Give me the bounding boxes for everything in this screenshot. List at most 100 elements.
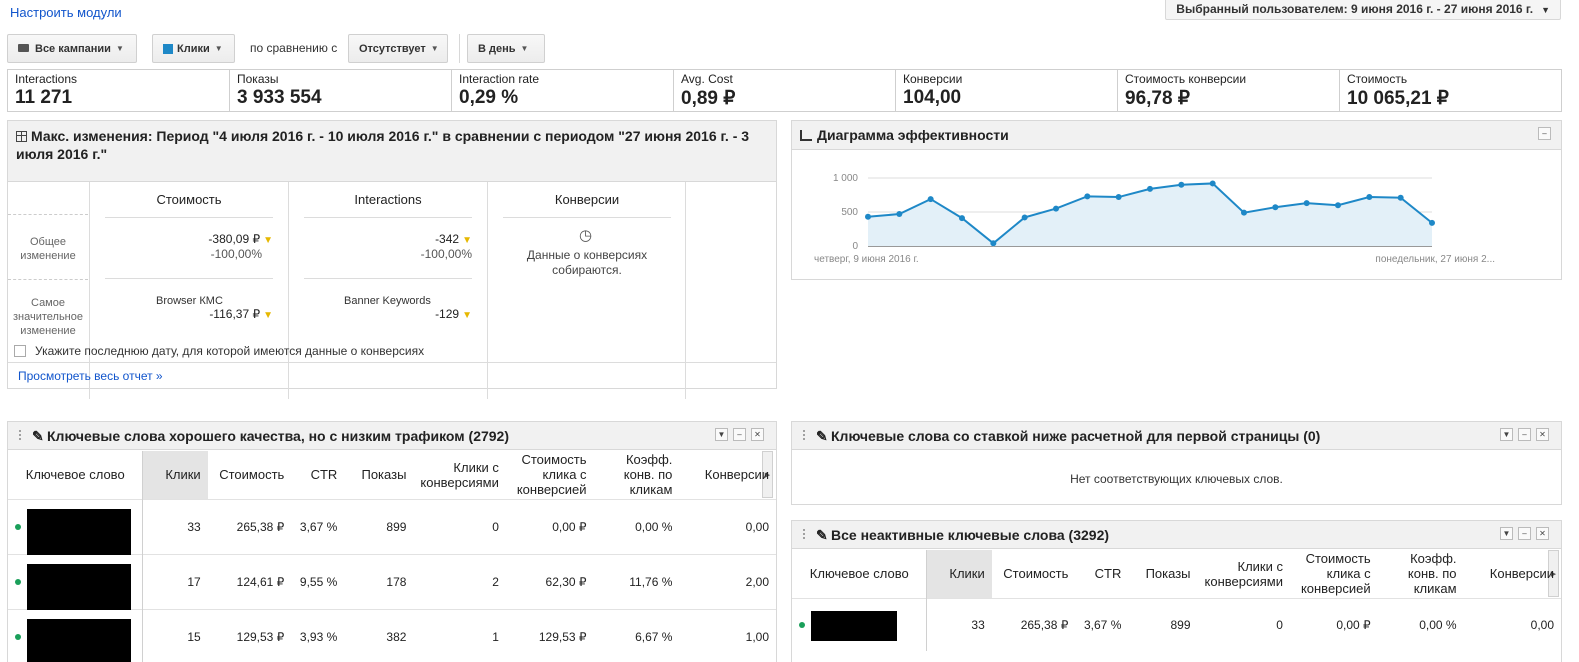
data-point	[1021, 214, 1028, 221]
keyword-cell[interactable]	[8, 608, 144, 662]
campaigns-filter-button[interactable]: Все кампании ▼	[7, 34, 137, 63]
metric-impressions[interactable]: Показы 3 933 554	[230, 70, 452, 111]
y-tick-label: 1 000	[833, 173, 858, 184]
column-header[interactable]: Показы	[1145, 566, 1191, 582]
column-header[interactable]: Стоимость	[219, 467, 285, 483]
column-header[interactable]: Ключевое слово	[8, 451, 144, 499]
table-cell: 0	[413, 498, 506, 554]
minimize-button[interactable]: –	[1538, 127, 1551, 140]
divider	[503, 217, 671, 218]
minimize-button[interactable]: –	[733, 428, 746, 441]
keyword-cell[interactable]	[8, 553, 144, 610]
divider	[8, 279, 88, 280]
column-header[interactable]: CTR	[310, 467, 338, 483]
close-button[interactable]: ✕	[1536, 428, 1549, 441]
scroll-right-icon[interactable]: ▶	[1548, 550, 1559, 597]
drag-handle[interactable]	[802, 528, 806, 540]
conversion-date-checkbox[interactable]	[14, 345, 26, 357]
column-header[interactable]: Стоимость клика с конверсией	[516, 452, 587, 498]
no-keywords-message: Нет соответствующих ключевых слов.	[1070, 472, 1283, 486]
column-header[interactable]: Стоимость	[1003, 566, 1069, 582]
max-changes-panel: Макс. изменения: Период "4 июля 2016 г. …	[7, 120, 777, 399]
metric-value: 10 065,21 ₽	[1347, 88, 1449, 109]
pencil-icon[interactable]: ✎	[816, 527, 828, 543]
table-cell: 265,38 ₽	[991, 597, 1076, 651]
table-row[interactable]: 15 129,53 ₽3,93 % 382 1 129,53 ₽6,67 % 1,00	[8, 608, 776, 662]
period-select-button[interactable]: В день ▼	[467, 34, 545, 63]
table-row[interactable]: 33 265,38 ₽3,67 % 899 0 0,00 ₽0,00 % 0,00	[8, 498, 776, 555]
keyword-cell[interactable]	[8, 498, 144, 555]
view-full-report-link[interactable]: Просмотреть весь отчет »	[18, 369, 163, 383]
table-cell: 2	[413, 553, 506, 609]
column-header[interactable]: Клики	[926, 550, 992, 598]
clock-icon: ◷	[579, 227, 593, 244]
minimize-button[interactable]: –	[1518, 428, 1531, 441]
chevron-down-icon[interactable]: ▼	[1500, 428, 1513, 441]
conversions-collecting-message: Данные о конверсиях собираются.	[526, 248, 648, 277]
metric-label: Interaction rate	[459, 72, 540, 86]
scroll-right-icon[interactable]: ▶	[762, 451, 773, 498]
column-header[interactable]: CTR	[1094, 566, 1122, 582]
drag-handle[interactable]	[18, 429, 22, 441]
metric-cost[interactable]: Стоимость 10 065,21 ₽	[1340, 70, 1561, 111]
minimize-button[interactable]: –	[1518, 527, 1531, 540]
keyword-cell[interactable]	[792, 597, 928, 651]
metric-label: Interactions	[15, 72, 78, 86]
column-header[interactable]: Клики	[142, 451, 208, 499]
table-cell: 1,00	[679, 608, 776, 662]
conversion-date-checkbox-row[interactable]: Укажите последнюю дату, для которой имею…	[14, 344, 424, 358]
low-bid-keywords-panel: ✎ Ключевые слова со ставкой ниже расчетно…	[791, 421, 1562, 505]
column-cost: Стоимость -380,09 ₽ ▼ -100,00% Browser КМ…	[89, 182, 288, 399]
table-cell: 899	[1128, 597, 1198, 651]
campaigns-filter-label: Все кампании	[35, 42, 111, 55]
column-header[interactable]: Ключевое слово	[792, 550, 928, 598]
biggest-change-text: -129	[435, 307, 460, 321]
column-header[interactable]: Конверсии	[704, 467, 769, 483]
metric-conversions[interactable]: Конверсии 104,00	[896, 70, 1118, 111]
chevron-down-icon: ▼	[430, 44, 439, 53]
data-point	[1303, 200, 1310, 207]
column-header[interactable]: Коэфф. конв. по кликам	[1407, 551, 1457, 597]
metric-select-button[interactable]: Клики ▼	[152, 34, 235, 63]
table-cell: 0,00 ₽	[1289, 597, 1378, 651]
compare-select-button[interactable]: Отсутствует ▼	[348, 34, 448, 63]
column-header[interactable]: Клики с конверсиями	[1204, 558, 1283, 589]
metric-avg-cost[interactable]: Avg. Cost 0,89 ₽	[674, 70, 896, 111]
status-enabled-icon	[15, 579, 21, 585]
table-row[interactable]: 17 124,61 ₽9,55 % 178 2 62,30 ₽11,76 % 2,00	[8, 553, 776, 610]
biggest-change-label[interactable]: Browser КМС	[156, 295, 223, 307]
pencil-icon[interactable]: ✎	[32, 428, 44, 444]
y-tick-label: 500	[841, 207, 858, 218]
date-range-selector[interactable]: Выбранный пользователем: 9 июня 2016 г. …	[1165, 0, 1561, 20]
x-start-label: четверг, 9 июня 2016 г.	[814, 254, 919, 265]
divider	[8, 362, 776, 363]
good-quality-keywords-header: ✎ Ключевые слова хорошего качества, но с …	[8, 422, 776, 450]
metric-value: 0,29 %	[459, 87, 519, 108]
column-header[interactable]: Стоимость клика с конверсией	[1300, 551, 1371, 597]
column-header[interactable]: Конверсии	[1489, 566, 1554, 582]
close-button[interactable]: ✕	[751, 428, 764, 441]
table-cell: 3,67 %	[1075, 597, 1129, 651]
pencil-icon[interactable]: ✎	[816, 428, 828, 444]
close-button[interactable]: ✕	[1536, 527, 1549, 540]
column-header[interactable]: Коэфф. конв. по кликам	[623, 452, 673, 498]
metric-interaction-rate[interactable]: Interaction rate 0,29 %	[452, 70, 674, 111]
table-row[interactable]: 33 265,38 ₽3,67 % 899 0 0,00 ₽0,00 % 0,00	[792, 597, 1561, 651]
data-point	[1335, 202, 1341, 209]
table-cell: 124,61 ₽	[207, 553, 292, 609]
chevron-down-icon[interactable]: ▼	[1500, 527, 1513, 540]
table-cell: 0	[1197, 597, 1290, 651]
metric-interactions[interactable]: Interactions 11 271	[8, 70, 230, 111]
biggest-change-label[interactable]: Banner Keywords	[344, 295, 431, 307]
table-cell: 265,38 ₽	[207, 498, 292, 554]
line-chart-icon	[800, 130, 812, 141]
chevron-down-icon[interactable]: ▼	[715, 428, 728, 441]
column-header[interactable]: Клики с конверсиями	[420, 459, 499, 490]
performance-chart-title: Диаграмма эффективности	[817, 127, 1009, 143]
column-header[interactable]: Показы	[361, 467, 407, 483]
table-icon	[16, 131, 27, 142]
customize-modules-link[interactable]: Настроить модули	[10, 5, 122, 20]
drag-handle[interactable]	[802, 429, 806, 441]
table-cell: 3,93 %	[291, 608, 345, 662]
metric-cost-per-conversion[interactable]: Стоимость конверсии 96,78 ₽	[1118, 70, 1340, 111]
